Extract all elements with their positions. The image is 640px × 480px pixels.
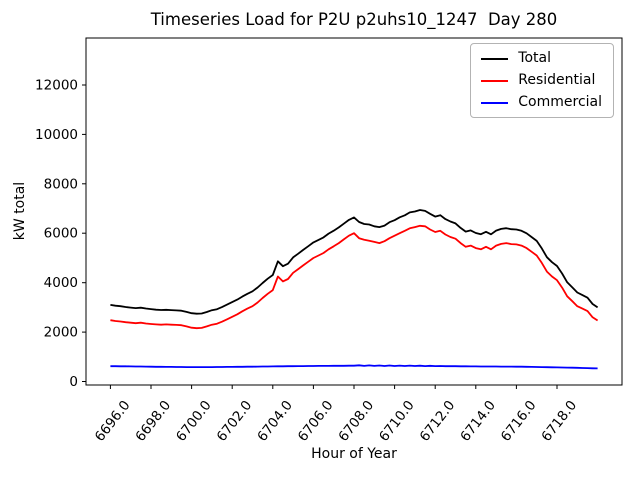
y-tick-label: 0 [69,374,78,390]
y-tick-label: 10000 [35,127,78,143]
y-tick-label: 8000 [44,176,78,192]
x-tick-label: 6716.0 [498,398,540,445]
legend-label: Total [518,50,551,66]
legend-item-commercial: Commercial [481,95,602,110]
y-tick-label: 6000 [44,226,78,242]
x-tick-label: 6698.0 [132,398,174,445]
series-line-commercial [110,364,598,370]
legend-line-sample [481,57,509,60]
legend: Total Residential Commercial [470,43,614,118]
legend-line-sample [481,79,509,82]
legend-item-residential: Residential [481,73,602,88]
y-tick-label: 4000 [44,275,78,291]
legend-label: Residential [518,72,596,88]
x-tick-label: 6712.0 [417,398,459,445]
legend-line-sample [481,101,509,104]
x-tick-label: 6706.0 [295,398,337,445]
x-tick-label: 6718.0 [538,398,580,445]
series-line-total [110,209,599,315]
x-tick-label: 6710.0 [376,398,418,445]
legend-item-total: Total [481,51,602,66]
x-axis-label: Hour of Year [311,446,397,462]
y-tick-label: 12000 [35,78,78,94]
y-axis-label: kW total [12,181,28,241]
x-tick-label: 6702.0 [214,398,256,445]
x-tick-label: 6714.0 [457,398,499,445]
x-tick-label: 6704.0 [254,398,296,445]
series-line-residential [110,224,599,330]
x-tick-label: 6708.0 [335,398,377,445]
x-tick-label: 6696.0 [92,398,134,445]
x-tick-label: 6700.0 [173,398,215,445]
y-tick-label: 2000 [44,325,78,341]
chart-title: Timeseries Load for P2U p2uhs10_1247 Day… [150,10,558,29]
legend-label: Commercial [518,94,602,110]
